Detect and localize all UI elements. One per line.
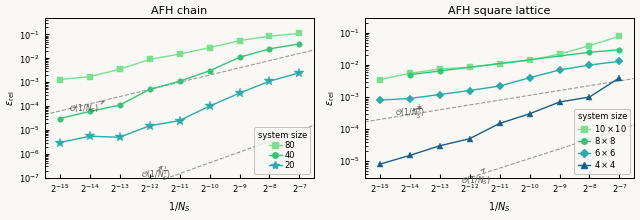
X-axis label: $1/N_S$: $1/N_S$ — [168, 201, 191, 214]
Text: $\mathcal{O}(1/N_S^{\frac{3}{2}})$: $\mathcal{O}(1/N_S^{\frac{3}{2}})$ — [141, 164, 171, 183]
Legend: 80, 40, 20: 80, 40, 20 — [254, 127, 310, 174]
Title: AFH square lattice: AFH square lattice — [449, 6, 551, 16]
Text: $\mathcal{O}(1/N_S)$: $\mathcal{O}(1/N_S)$ — [461, 169, 490, 187]
X-axis label: $1/N_S$: $1/N_S$ — [488, 201, 511, 214]
Title: AFH chain: AFH chain — [152, 6, 208, 16]
Text: $\mathcal{O}(1/N_S^{\frac{1}{2}})$: $\mathcal{O}(1/N_S^{\frac{1}{2}})$ — [395, 103, 425, 121]
Y-axis label: $\epsilon_\mathrm{rel}$: $\epsilon_\mathrm{rel}$ — [6, 90, 17, 106]
Y-axis label: $\epsilon_\mathrm{rel}$: $\epsilon_\mathrm{rel}$ — [326, 90, 337, 106]
Legend: $10 \times 10$, $8 \times 8$, $6 \times 6$, $4 \times 4$: $10 \times 10$, $8 \times 8$, $6 \times … — [574, 109, 630, 174]
Text: $\mathcal{O}(1/N_S)$: $\mathcal{O}(1/N_S)$ — [68, 101, 104, 115]
